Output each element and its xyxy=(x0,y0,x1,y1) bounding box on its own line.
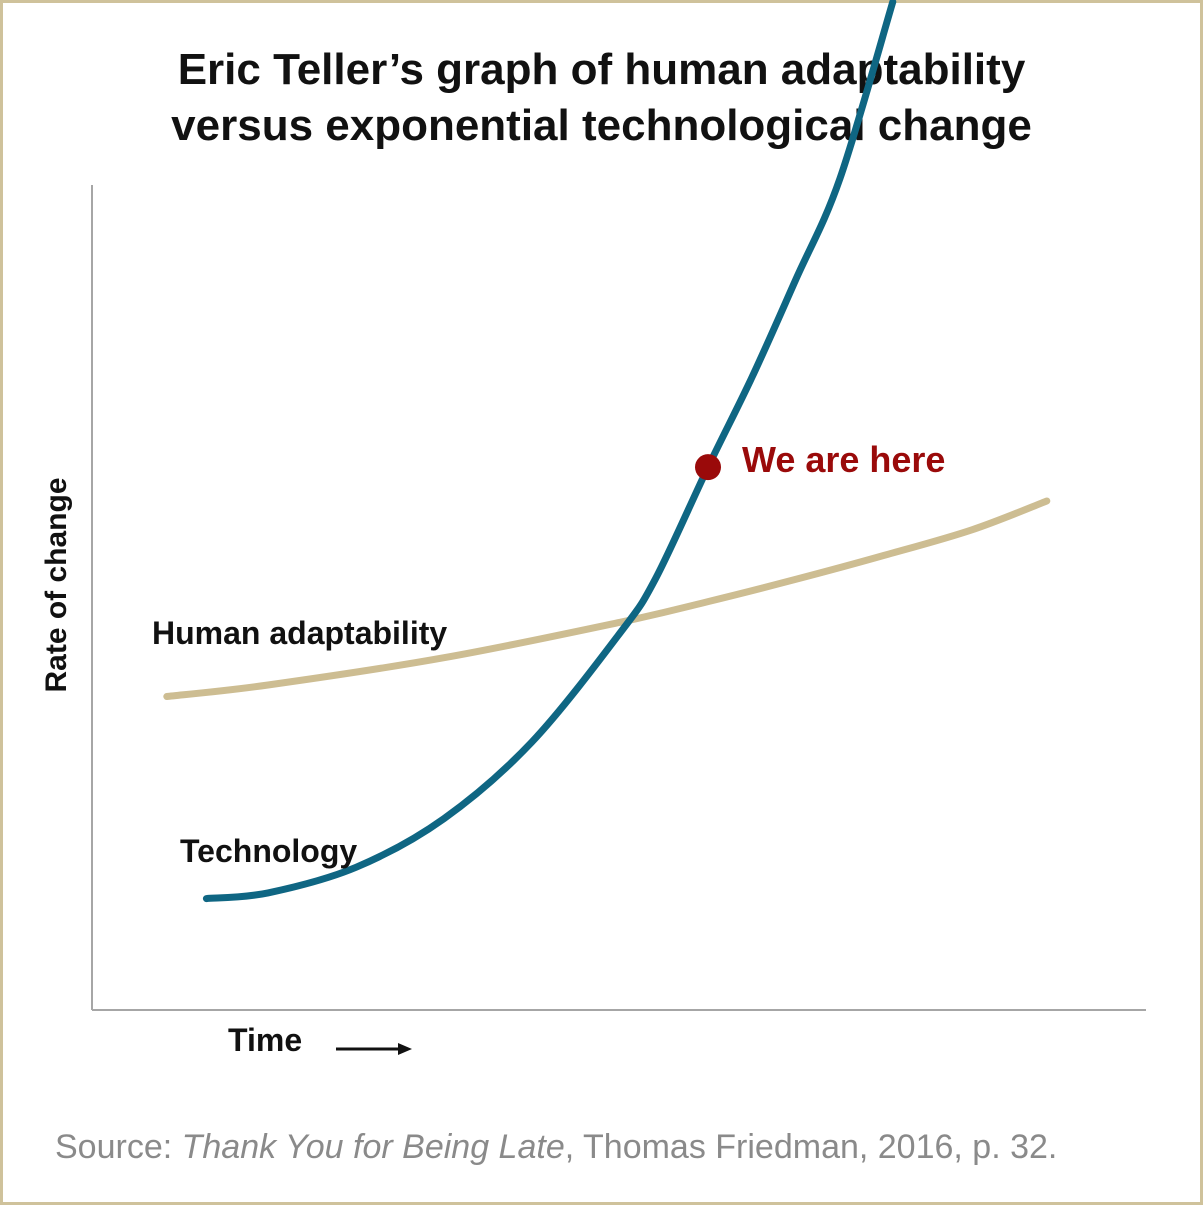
series-line-human-adaptability xyxy=(163,497,1051,700)
chart-title-line-1: Eric Teller’s graph of human adaptabilit… xyxy=(177,45,1026,94)
source-note: Source: Thank You for Being Late, Thomas… xyxy=(55,1128,1057,1167)
chart-title: Eric Teller’s graph of human adaptabilit… xyxy=(0,42,1203,154)
source-book-title: Thank You for Being Late xyxy=(181,1128,565,1166)
series-label-technology: Technology xyxy=(180,833,358,869)
x-axis-arrowhead xyxy=(398,1043,412,1055)
source-suffix: , Thomas Friedman, 2016, p. 32. xyxy=(564,1128,1058,1166)
series-label-human-adaptability: Human adaptability xyxy=(152,615,448,651)
y-axis-label: Rate of change xyxy=(40,477,73,693)
x-axis-label: Time xyxy=(228,1022,303,1058)
series-line-technology xyxy=(202,0,897,903)
annotation-we-are-here: We are here xyxy=(742,439,946,481)
source-prefix: Source: xyxy=(55,1128,182,1166)
we-are-here-marker xyxy=(695,454,721,481)
chart-title-line-2: versus exponential technological change xyxy=(171,101,1032,150)
